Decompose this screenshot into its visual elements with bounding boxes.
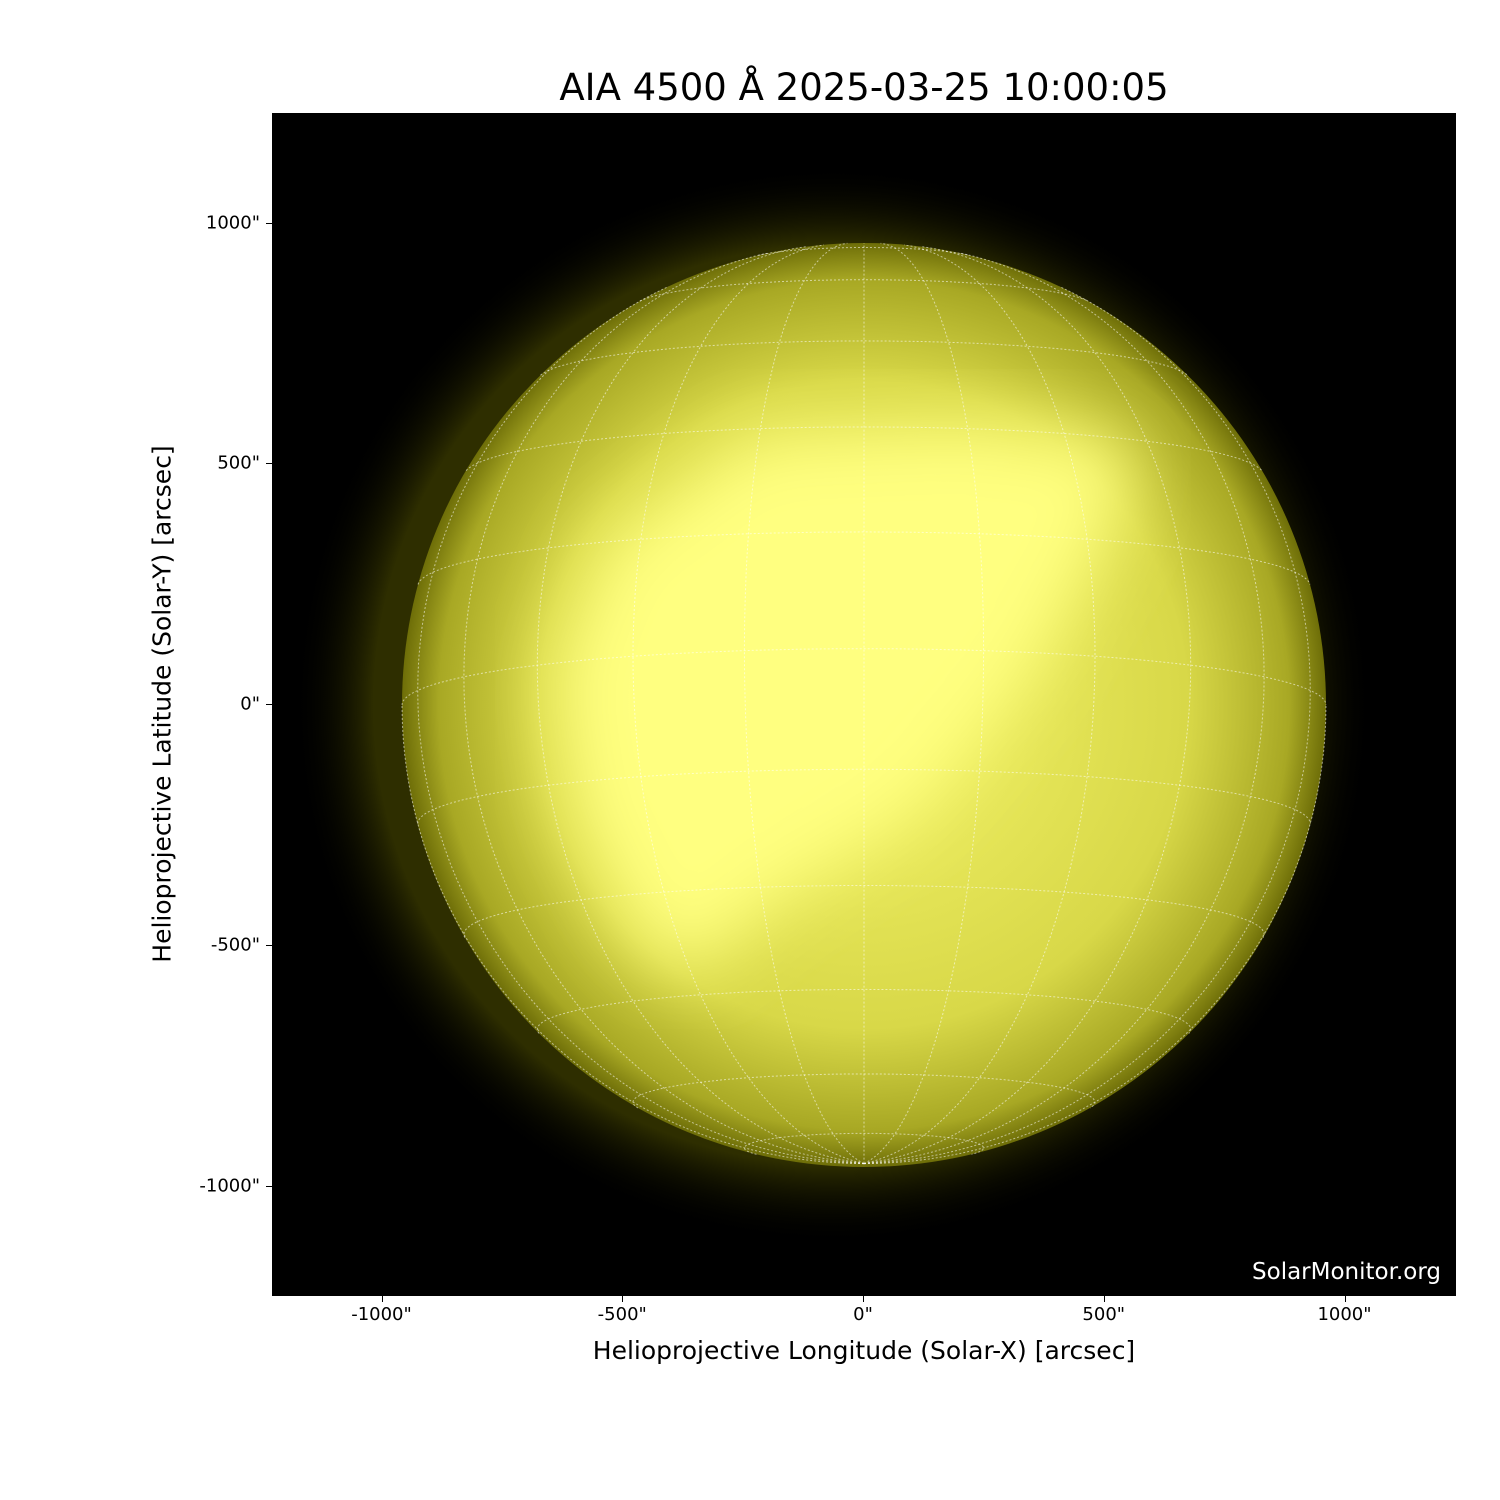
parallel-line xyxy=(540,340,1188,376)
y-tick-mark xyxy=(266,1185,272,1187)
parallel-line xyxy=(536,988,1192,1034)
parallel-line xyxy=(417,768,1311,824)
y-tick-label: -500" xyxy=(210,934,260,956)
meridian-line xyxy=(863,286,1311,1165)
y-tick-label: -1000" xyxy=(199,1175,260,1196)
meridian-line xyxy=(863,246,1192,1165)
parallel-line xyxy=(743,1132,985,1155)
parallel-line xyxy=(465,426,1263,471)
x-tick-label: -1000" xyxy=(351,1304,412,1325)
x-tick-mark xyxy=(1344,1296,1346,1302)
y-axis-label: Helioprojective Latitude (Solar-Y) [arcs… xyxy=(147,445,177,963)
chart-title: AIA 4500 Å 2025-03-25 10:00:05 xyxy=(559,66,1169,109)
plot-area: SolarMonitor.org xyxy=(272,113,1456,1296)
x-tick-label: 0" xyxy=(853,1304,873,1325)
y-tick-label: 1000" xyxy=(205,212,260,233)
x-tick-label: 500" xyxy=(1082,1304,1126,1325)
x-tick-mark xyxy=(622,1296,624,1302)
x-tick-mark xyxy=(381,1296,383,1302)
x-tick-mark xyxy=(1103,1296,1105,1302)
x-tick-mark xyxy=(863,1296,864,1302)
bright-region xyxy=(553,424,1133,974)
meridian-line xyxy=(417,286,865,1165)
y-tick-mark xyxy=(266,944,272,946)
y-tick-mark xyxy=(266,222,272,224)
meridian-line xyxy=(401,704,865,1165)
heliographic-grid xyxy=(401,242,1327,1165)
parallel-line xyxy=(401,648,1327,706)
x-axis-label: Helioprojective Longitude (Solar-X) [arc… xyxy=(592,1336,1136,1365)
meridian-line xyxy=(536,246,865,1165)
meridian-line xyxy=(863,244,1096,1165)
y-tick-label: 0" xyxy=(240,693,260,715)
parallel-line xyxy=(417,531,1311,585)
parallel-line xyxy=(632,1073,1096,1109)
meridian-line xyxy=(863,704,1327,1165)
meridian-line xyxy=(632,244,865,1165)
watermark: SolarMonitor.org xyxy=(1252,1259,1441,1285)
solar-image xyxy=(273,114,1455,1295)
y-tick-mark xyxy=(266,463,272,465)
parallel-line xyxy=(463,885,1265,938)
parallel-line xyxy=(758,247,970,256)
y-tick-mark xyxy=(266,704,272,705)
x-tick-label: 1000" xyxy=(1317,1304,1372,1325)
x-tick-label: -500" xyxy=(597,1304,647,1325)
parallel-line xyxy=(639,279,1089,302)
y-tick-label: 500" xyxy=(217,452,260,474)
